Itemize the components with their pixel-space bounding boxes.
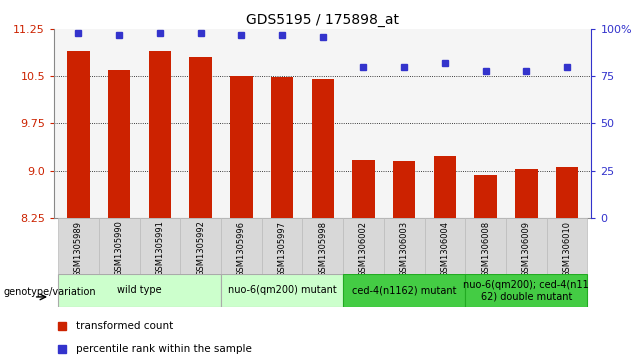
Text: GSM1305998: GSM1305998 [318, 221, 328, 277]
Bar [466, 218, 506, 274]
Text: GSM1305991: GSM1305991 [155, 221, 165, 277]
Bar [271, 77, 293, 218]
Text: GSM1306002: GSM1306002 [359, 221, 368, 277]
Text: GSM1306004: GSM1306004 [440, 221, 450, 277]
Text: transformed count: transformed count [76, 321, 173, 331]
Bar [190, 57, 212, 218]
Bar [312, 79, 334, 218]
Bar [556, 167, 578, 218]
Text: GSM1305989: GSM1305989 [74, 221, 83, 277]
Bar [547, 218, 588, 274]
Text: percentile rank within the sample: percentile rank within the sample [76, 344, 251, 354]
Bar [515, 170, 537, 218]
Text: wild type: wild type [117, 285, 162, 295]
Text: GSM1306008: GSM1306008 [481, 221, 490, 277]
Bar [261, 218, 302, 274]
Bar [67, 51, 90, 218]
Bar [352, 160, 375, 218]
Text: ced-4(n1162) mutant: ced-4(n1162) mutant [352, 285, 457, 295]
Text: GSM1305990: GSM1305990 [114, 221, 123, 277]
Bar [434, 156, 456, 218]
Bar [302, 218, 343, 274]
Bar [99, 218, 139, 274]
Bar [384, 218, 425, 274]
Bar [466, 274, 588, 307]
Title: GDS5195 / 175898_at: GDS5195 / 175898_at [246, 13, 399, 26]
Bar [139, 218, 180, 274]
Bar [343, 218, 384, 274]
Bar [58, 218, 99, 274]
Bar [506, 218, 547, 274]
Text: nuo-6(qm200); ced-4(n11
62) double mutant: nuo-6(qm200); ced-4(n11 62) double mutan… [464, 280, 589, 301]
Bar [474, 175, 497, 218]
Text: GSM1306010: GSM1306010 [563, 221, 572, 277]
Bar [230, 76, 252, 218]
Text: GSM1305992: GSM1305992 [196, 221, 205, 277]
Bar [149, 51, 171, 218]
Text: GSM1305997: GSM1305997 [277, 221, 287, 277]
Bar [180, 218, 221, 274]
Bar [425, 218, 466, 274]
Text: genotype/variation: genotype/variation [3, 287, 96, 297]
Text: GSM1306009: GSM1306009 [522, 221, 531, 277]
Bar [58, 274, 221, 307]
Bar [221, 274, 343, 307]
Text: nuo-6(qm200) mutant: nuo-6(qm200) mutant [228, 285, 336, 295]
Bar [221, 218, 261, 274]
Bar [343, 274, 466, 307]
Bar [393, 161, 415, 218]
Bar [108, 70, 130, 218]
Text: GSM1306003: GSM1306003 [399, 221, 409, 277]
Text: GSM1305996: GSM1305996 [237, 221, 246, 277]
